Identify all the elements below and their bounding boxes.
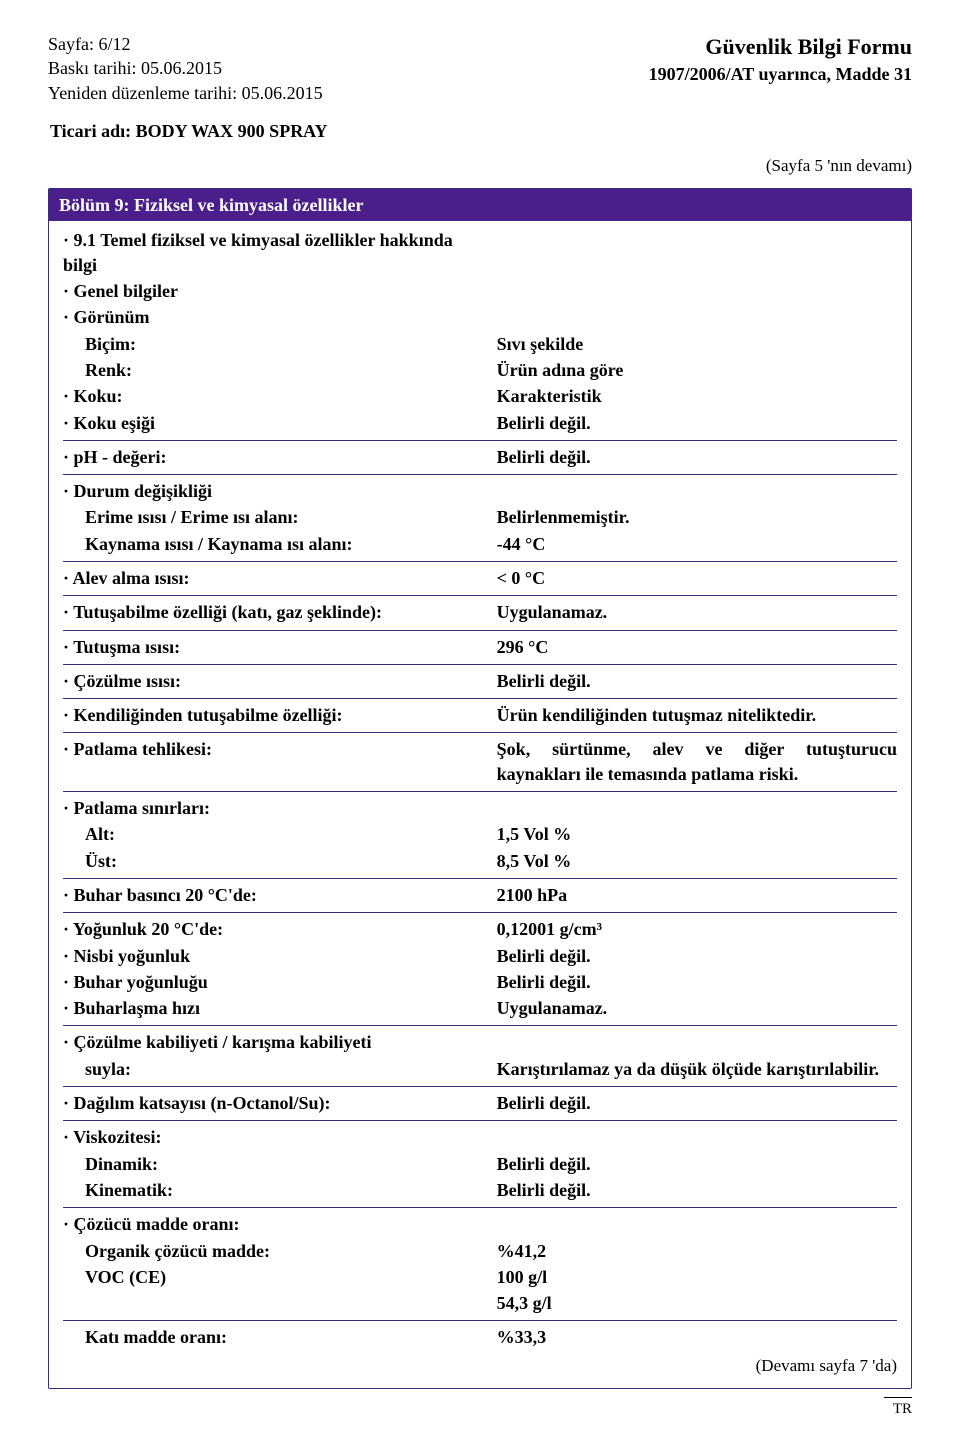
value-lower-limit: 1,5 Vol %	[497, 822, 897, 846]
value-vapor-density: Belirli değil.	[497, 970, 897, 994]
value-voc-2: 54,3 g/l	[497, 1291, 897, 1315]
label-decomp-temp: Çözülme ısısı:	[63, 669, 497, 693]
row-solubility: Çözülme kabiliyeti / karışma kabiliyeti	[63, 1030, 497, 1054]
value-water-sol: Karıştırılamaz ya da düşük ölçüde karışt…	[497, 1057, 897, 1081]
label-density: Yoğunluk 20 °C'de:	[63, 917, 497, 941]
value-melting: Belirlenmemiştir.	[497, 505, 897, 529]
section-9-header: Bölüm 9: Fiziksel ve kimyasal özellikler	[49, 189, 911, 221]
value-decomp-temp: Belirli değil.	[497, 669, 897, 693]
page-number: Sayfa: 6/12	[48, 32, 323, 56]
value-organic-solvent: %41,2	[497, 1239, 897, 1263]
label-evaporation-rate: Buharlaşma hızı	[63, 996, 497, 1020]
row-9-1: 9.1 Temel fiziksel ve kimyasal özellikle…	[63, 228, 497, 277]
label-upper-limit: Üst:	[63, 849, 497, 873]
label-organic-solvent: Organik çözücü madde:	[63, 1239, 497, 1263]
row-explosion-limits: Patlama sınırları:	[63, 796, 497, 820]
value-flash-point: < 0 °C	[497, 566, 897, 590]
value-ignition-temp: 296 °C	[497, 635, 897, 659]
value-form: Sıvı şekilde	[497, 332, 897, 356]
value-density: 0,12001 g/cm³	[497, 917, 897, 941]
revision-date: Yeniden düzenleme tarihi: 05.06.2015	[48, 81, 323, 105]
continuation-top: (Sayfa 5 'nın devamı)	[48, 155, 912, 178]
label-vapor-pressure: Buhar basıncı 20 °C'de:	[63, 883, 497, 907]
value-upper-limit: 8,5 Vol %	[497, 849, 897, 873]
value-odor: Karakteristik	[497, 384, 897, 408]
value-kinematic: Belirli değil.	[497, 1178, 897, 1202]
label-self-ignite: Kendiliğinden tutuşabilme özelliği:	[63, 703, 497, 727]
label-explosion-danger: Patlama tehlikesi:	[63, 737, 497, 761]
language-marker: TR	[884, 1397, 912, 1419]
value-partition-coeff: Belirli değil.	[497, 1091, 897, 1115]
form-title: Güvenlik Bilgi Formu	[649, 32, 912, 62]
value-odor-threshold: Belirli değil.	[497, 411, 897, 435]
page-header: Sayfa: 6/12 Baskı tarihi: 05.06.2015 Yen…	[48, 32, 912, 105]
row-viscosity: Viskozitesi:	[63, 1125, 497, 1149]
regulation-line: 1907/2006/AT uyarınca, Madde 31	[649, 62, 912, 86]
value-vapor-pressure: 2100 hPa	[497, 883, 897, 907]
label-ignition-temp: Tutuşma ısısı:	[63, 635, 497, 659]
label-relative-density: Nisbi yoğunluk	[63, 944, 497, 968]
label-ph: pH - değeri:	[63, 445, 497, 469]
value-flammability: Uygulanamaz.	[497, 600, 897, 624]
row-solvent-content: Çözücü madde oranı:	[63, 1212, 497, 1236]
value-explosion-danger: Şok, sürtünme, alev ve diğer tutuşturucu…	[497, 737, 897, 786]
trade-name: Ticari adı: BODY WAX 900 SPRAY	[50, 119, 912, 143]
label-flash-point: Alev alma ısısı:	[63, 566, 497, 590]
label-vapor-density: Buhar yoğunluğu	[63, 970, 497, 994]
section-9-box: Bölüm 9: Fiziksel ve kimyasal özellikler…	[48, 188, 912, 1389]
label-odor: Koku:	[63, 384, 497, 408]
label-boiling: Kaynama ısısı / Kaynama ısı alanı:	[63, 532, 497, 556]
label-odor-threshold: Koku eşiği	[63, 411, 497, 435]
label-voc: VOC (CE)	[63, 1265, 497, 1289]
value-solid-content: %33,3	[497, 1325, 897, 1349]
row-appearance: Görünüm	[63, 305, 497, 329]
label-dynamic: Dinamik:	[63, 1152, 497, 1176]
label-kinematic: Kinematik:	[63, 1178, 497, 1202]
label-lower-limit: Alt:	[63, 822, 497, 846]
row-state-change: Durum değişikliği	[63, 479, 497, 503]
label-water-sol: suyla:	[63, 1057, 497, 1081]
value-dynamic: Belirli değil.	[497, 1152, 897, 1176]
value-self-ignite: Ürün kendiliğinden tutuşmaz niteliktedir…	[497, 703, 897, 727]
header-right: Güvenlik Bilgi Formu 1907/2006/AT uyarın…	[649, 32, 912, 105]
value-voc: 100 g/l	[497, 1265, 897, 1289]
label-solid-content: Katı madde oranı:	[63, 1325, 497, 1349]
label-color: Renk:	[63, 358, 497, 382]
label-form: Biçim:	[63, 332, 497, 356]
value-boiling: -44 °C	[497, 532, 897, 556]
value-evaporation-rate: Uygulanamaz.	[497, 996, 897, 1020]
row-general-info: Genel bilgiler	[63, 279, 497, 303]
section-9-body: 9.1 Temel fiziksel ve kimyasal özellikle…	[49, 221, 911, 1387]
label-partition-coeff: Dağılım katsayısı (n-Octanol/Su):	[63, 1091, 497, 1115]
print-date: Baskı tarihi: 05.06.2015	[48, 56, 323, 80]
value-relative-density: Belirli değil.	[497, 944, 897, 968]
header-left: Sayfa: 6/12 Baskı tarihi: 05.06.2015 Yen…	[48, 32, 323, 105]
label-melting: Erime ısısı / Erime ısı alanı:	[63, 505, 497, 529]
continuation-bottom: (Devamı sayfa 7 'da)	[63, 1355, 897, 1378]
value-ph: Belirli değil.	[497, 445, 897, 469]
value-color: Ürün adına göre	[497, 358, 897, 382]
label-flammability: Tutuşabilme özelliği (katı, gaz şeklinde…	[63, 600, 497, 624]
